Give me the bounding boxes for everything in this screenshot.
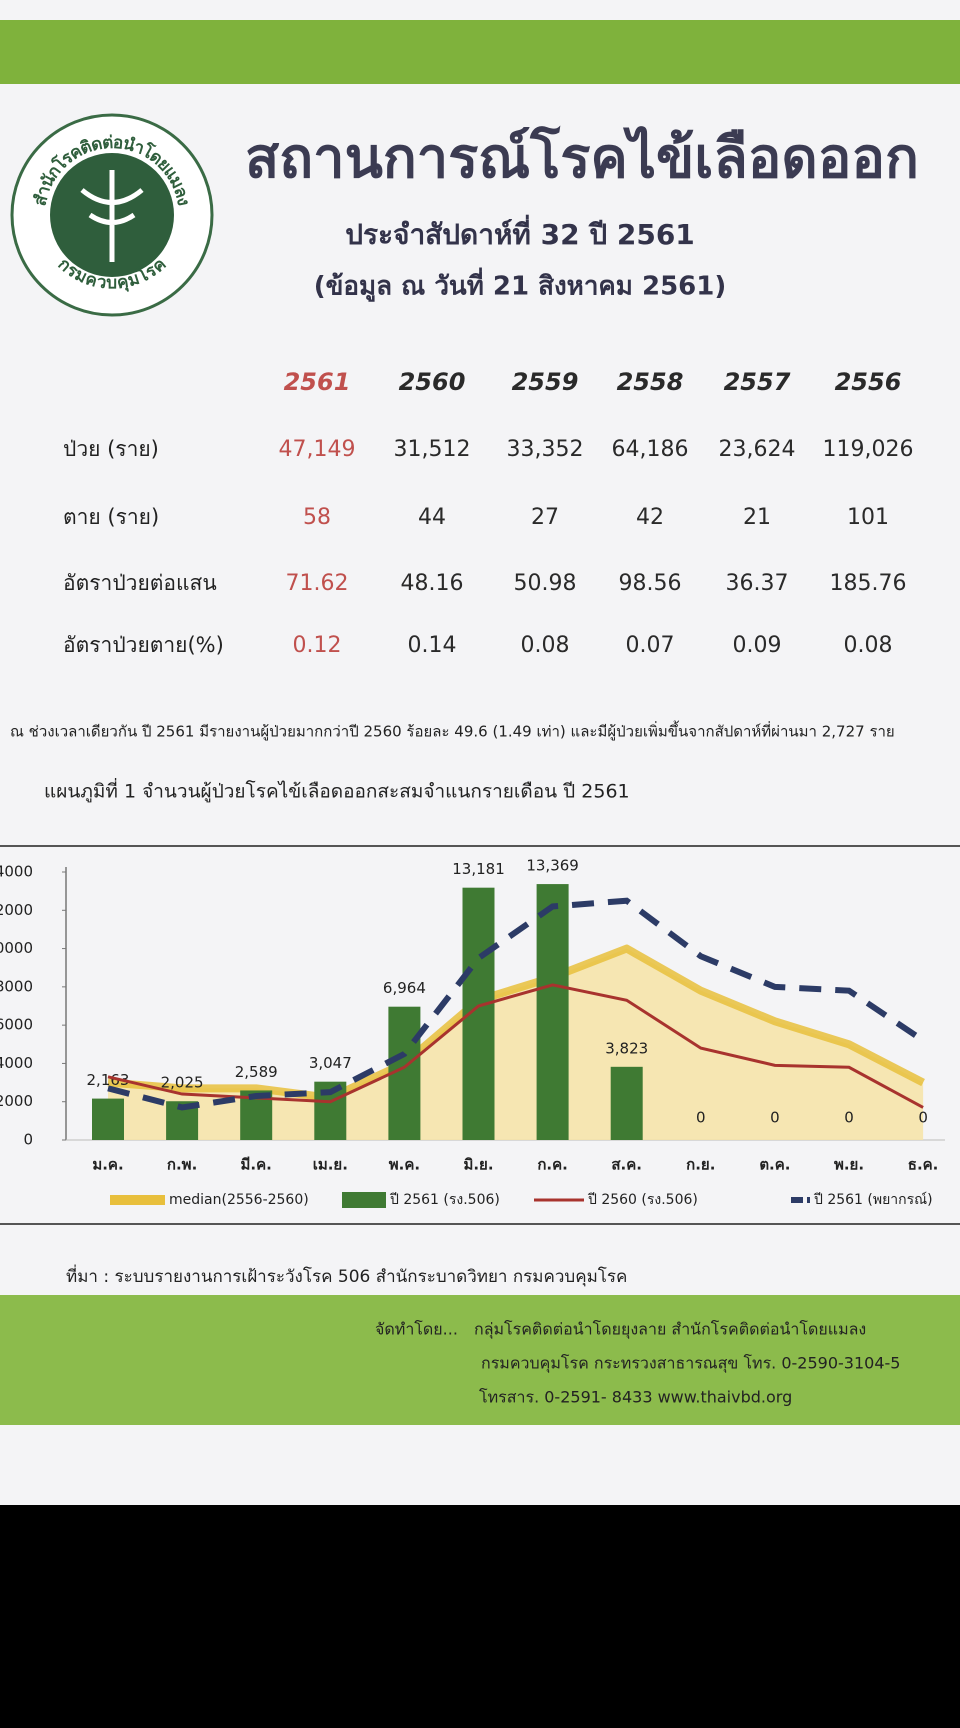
- footer-line: กลุ่มโรคติดต่อนำโดยยุงลาย สำนักโรคติดต่อ…: [474, 1320, 866, 1340]
- year-header: 2559: [512, 368, 579, 396]
- cell: 36.37: [726, 571, 789, 596]
- logo-emblem: [80, 170, 144, 262]
- forecast-line: [107, 897, 925, 1111]
- bar-value-label: 0: [696, 1109, 706, 1127]
- cell: 48.16: [401, 571, 464, 596]
- bar-value-label: 3,047: [309, 1054, 352, 1072]
- bar-value-label: 0: [770, 1109, 780, 1127]
- chart-title: แผนภูมิที่ 1 จำนวนผู้ป่วยโรคไข้เลือดออกส…: [44, 778, 630, 803]
- y-tick-label: 6000: [0, 1016, 33, 1034]
- year-header: 2561: [284, 368, 351, 396]
- line-2560: [107, 983, 924, 1109]
- footer-line: โทรสาร. 0-2591- 8433 www.thaivbd.org: [479, 1388, 792, 1407]
- x-tick-label: พ.ย.: [834, 1156, 864, 1174]
- x-tick-label: ก.พ.: [167, 1156, 197, 1174]
- cell: 21: [743, 505, 771, 530]
- source: ที่มา : ระบบรายงานการเฝ้าระวังโรค 506 สำ…: [66, 1264, 627, 1287]
- bar-value-label: 13,369: [526, 857, 579, 875]
- bar-value-label: 0: [844, 1109, 854, 1127]
- cell: 64,186: [612, 437, 689, 462]
- legend-label: ปี 2560 (รง.506): [588, 1192, 698, 1208]
- date: (ข้อมูล ณ วันที่ 21 สิงหาคม 2561): [314, 267, 727, 303]
- cell: 185.76: [830, 571, 907, 596]
- y-tick-label: 2000: [0, 1092, 33, 1110]
- x-tick-label: ม.ค.: [92, 1156, 123, 1174]
- subtitle: ประจำสัปดาห์ที่ 32 ปี 2561: [345, 214, 695, 251]
- cell: 98.56: [619, 571, 682, 596]
- legend-label: ปี 2561 (พยากรณ์): [814, 1191, 933, 1208]
- legend-label: ปี 2561 (รง.506): [390, 1192, 500, 1208]
- cell: 33,352: [507, 437, 584, 462]
- cell: 47,149: [279, 437, 356, 462]
- x-tick-label: มิ.ย.: [463, 1156, 493, 1174]
- cell: 27: [531, 505, 559, 530]
- cell: 42: [636, 505, 664, 530]
- x-tick-label: ต.ค.: [759, 1156, 790, 1174]
- y-tick-label: 0: [23, 1131, 33, 1149]
- cell: 101: [847, 505, 889, 530]
- x-tick-label: พ.ค.: [389, 1156, 420, 1174]
- cell: 0.08: [844, 633, 893, 658]
- footer-line: กรมควบคุมโรค กระทรวงสาธารณสุข โทร. 0-259…: [481, 1354, 900, 1374]
- cell: 31,512: [394, 437, 471, 462]
- bar-value-label: 13,181: [452, 860, 505, 878]
- x-tick-label: ก.ค.: [537, 1156, 568, 1174]
- legend-swatch: [342, 1192, 386, 1208]
- cell: 23,624: [719, 437, 796, 462]
- cell: 119,026: [823, 437, 914, 462]
- bar-value-label: 2,163: [87, 1071, 130, 1089]
- year-header: 2560: [399, 368, 466, 396]
- bottom-band: [0, 1295, 960, 1425]
- cell: 0.12: [293, 633, 342, 658]
- cell: 0.08: [521, 633, 570, 658]
- bar-value-label: 6,964: [383, 979, 426, 997]
- row-label: ป่วย (ราย): [63, 437, 159, 461]
- bar-value-label: 2,025: [161, 1074, 204, 1092]
- year-header: 2557: [724, 368, 791, 396]
- title: สถานการณ์โรคไข้เลือดออก: [245, 125, 919, 191]
- x-tick-label: ส.ค.: [611, 1156, 642, 1174]
- bar-value-label: 3,823: [605, 1039, 648, 1057]
- x-tick-label: ก.ย.: [686, 1156, 715, 1174]
- x-tick-label: ธ.ค.: [908, 1156, 939, 1174]
- row-label: อัตราป่วยต่อแสน: [63, 571, 217, 595]
- y-tick-label: 12000: [0, 901, 33, 919]
- y-tick-label: 4000: [0, 1054, 33, 1072]
- cell: 0.07: [626, 633, 675, 658]
- year-header: 2558: [617, 368, 684, 396]
- bar-value-label: 0: [918, 1109, 928, 1127]
- top-band: [0, 20, 960, 84]
- y-tick-label: 10000: [0, 939, 33, 957]
- cell: 58: [303, 505, 331, 530]
- logo: สำนักโรคติดต่อนำโดยแมลง กรมควบคุมโรค: [10, 113, 214, 317]
- row-label: ตาย (ราย): [63, 505, 159, 529]
- bar: [536, 884, 569, 1140]
- median-area: [108, 948, 924, 1140]
- note: ณ ช่วงเวลาเดียวกัน ปี 2561 มีรายงานผู้ป่…: [10, 721, 895, 741]
- footer-by: จัดทำโดย...: [375, 1320, 458, 1339]
- bar: [610, 1066, 643, 1140]
- year-header: 2556: [835, 368, 902, 396]
- x-tick-label: มี.ค.: [241, 1156, 272, 1174]
- cell: 0.09: [733, 633, 782, 658]
- legend-label: median(2556-2560): [169, 1192, 309, 1208]
- cell: 50.98: [514, 571, 577, 596]
- cell: 44: [418, 505, 446, 530]
- y-tick-label: 14000: [0, 863, 33, 881]
- x-tick-label: เม.ย.: [313, 1156, 348, 1174]
- median-line: [107, 944, 925, 1102]
- cell: 71.62: [286, 571, 349, 596]
- row-label: อัตราป่วยตาย(%): [63, 633, 224, 657]
- bar: [92, 1098, 124, 1140]
- bar-value-label: 2,589: [235, 1063, 278, 1081]
- cell: 0.14: [408, 633, 457, 658]
